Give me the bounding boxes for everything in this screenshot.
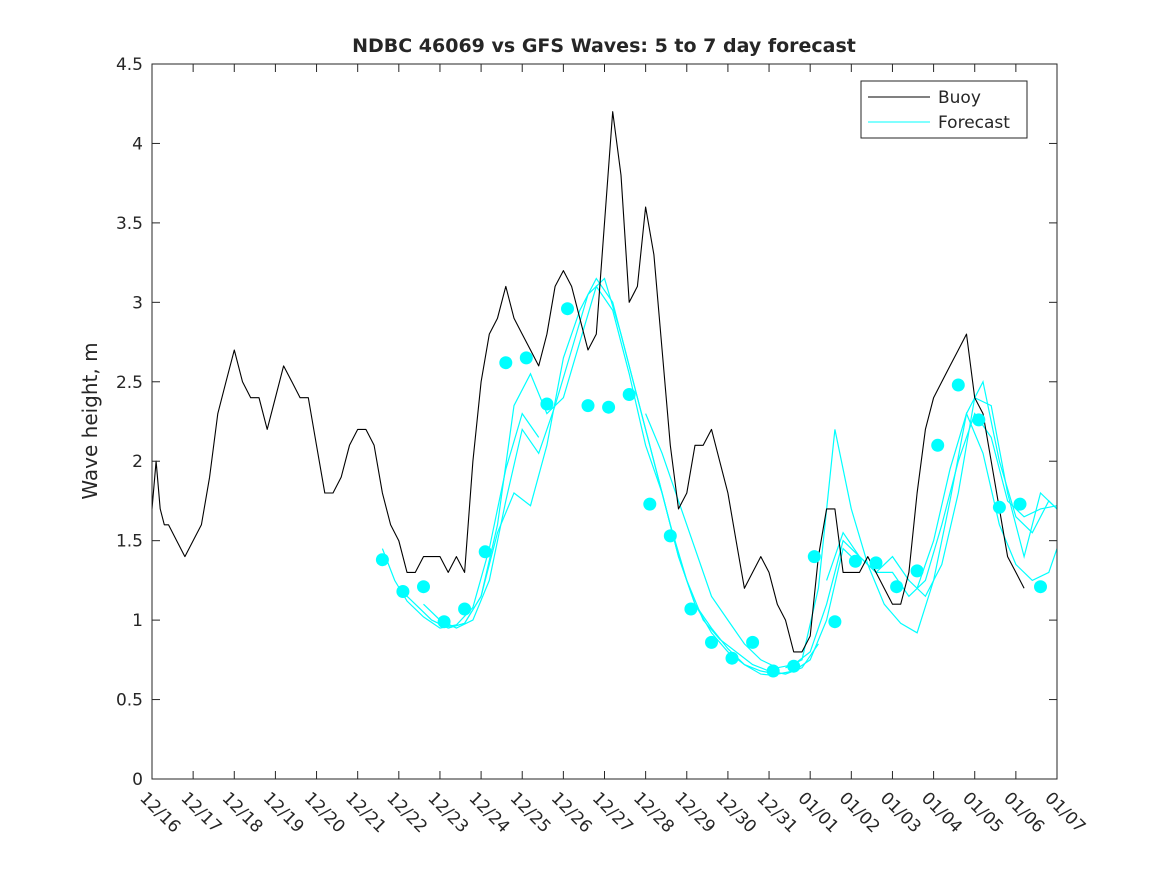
forecast-marker — [725, 651, 739, 665]
forecast-marker — [828, 615, 842, 629]
y-axis: 0 0.5 1 1.5 2 2.5 3 3.5 4 4.5 — [116, 55, 1057, 790]
forecast-marker — [622, 388, 636, 401]
plot-area — [152, 64, 1057, 779]
forecast-marker — [869, 556, 883, 570]
forecast-line — [785, 380, 1058, 669]
forecast-marker — [1013, 497, 1027, 511]
forecast-marker — [807, 550, 821, 564]
forecast-marker — [540, 397, 554, 411]
buoy-line — [151, 111, 1025, 653]
forecast-marker — [478, 545, 492, 559]
forecast-marker — [396, 585, 410, 598]
legend: Buoy Forecast — [860, 80, 1028, 139]
forecast-marker — [417, 580, 430, 594]
forecast-marker — [931, 438, 945, 452]
chart-title: NDBC 46069 vs GFS Waves: 5 to 7 day fore… — [352, 35, 856, 57]
y-tick-label: 0.5 — [116, 691, 143, 711]
forecast-marker — [705, 635, 718, 649]
forecast-series-lines — [381, 277, 1058, 677]
forecast-marker — [561, 302, 574, 316]
y-tick-label: 3.5 — [116, 214, 143, 234]
y-tick-label: 0 — [132, 770, 143, 790]
y-axis-label: Wave height, m — [78, 342, 102, 499]
y-tick-label: 2.5 — [116, 373, 143, 393]
forecast-marker — [910, 564, 924, 578]
y-tick-label: 1.5 — [116, 532, 143, 552]
forecast-markers — [375, 302, 1047, 678]
forecast-marker — [992, 500, 1006, 514]
y-tick-label: 4.5 — [116, 55, 143, 75]
forecast-line — [645, 412, 1058, 669]
forecast-marker — [437, 615, 451, 629]
y-tick-label: 1 — [132, 611, 143, 631]
y-tick-label: 4 — [132, 134, 143, 154]
forecast-marker — [602, 400, 616, 414]
y-tick-label: 3 — [132, 293, 143, 313]
forecast-marker — [684, 602, 698, 616]
forecast-marker — [519, 351, 533, 365]
forecast-marker — [972, 413, 986, 427]
legend-buoy-label: Buoy — [938, 88, 981, 108]
legend-forecast-label: Forecast — [938, 113, 1010, 133]
forecast-marker — [499, 356, 513, 370]
forecast-marker — [643, 497, 657, 511]
forecast-marker — [1034, 580, 1047, 594]
forecast-marker — [581, 399, 595, 413]
forecast-marker — [951, 378, 965, 392]
forecast-marker — [663, 529, 677, 543]
forecast-marker — [375, 553, 389, 567]
forecast-marker — [746, 635, 760, 649]
forecast-marker — [458, 602, 472, 616]
forecast-line — [916, 411, 1058, 589]
y-tick-label: 2 — [132, 452, 143, 472]
forecast-marker — [848, 554, 862, 568]
buoy-series-group — [151, 111, 1025, 653]
forecast-marker — [890, 580, 904, 594]
forecast-marker — [787, 659, 801, 673]
axes-background — [152, 64, 1057, 779]
legend-box — [860, 80, 1028, 139]
forecast-marker — [766, 664, 780, 678]
